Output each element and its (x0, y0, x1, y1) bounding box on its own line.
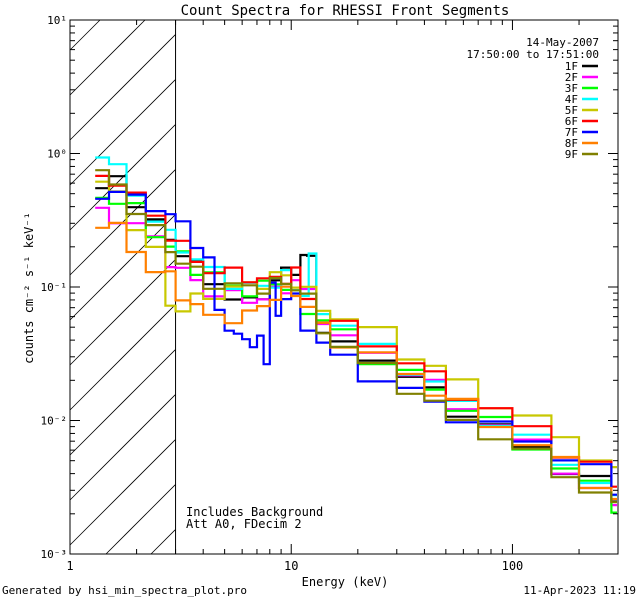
legend-label-4F: 4F (565, 93, 578, 106)
hatch-line (69, 19, 101, 51)
hatch-line (69, 19, 146, 96)
x-tick-label: 100 (502, 559, 524, 573)
series-line-8F (95, 221, 617, 501)
series-line-9F (95, 169, 617, 504)
legend-label-5F: 5F (565, 104, 578, 117)
legend: 14-May-2007 17:50:00 to 17:51:00 1F2F3F4… (467, 36, 599, 161)
chart-title: Count Spectra for RHESSI Front Segments (181, 3, 510, 19)
y-tick-label: 10⁻³ (41, 548, 68, 561)
annotation-attenuator: Att A0, FDecim 2 (186, 517, 302, 531)
legend-time-range: 17:50:00 to 17:51:00 (467, 48, 599, 61)
hatch-line (69, 304, 176, 411)
hatch-line (69, 439, 176, 546)
series-layer (95, 156, 617, 514)
hatch-line (69, 34, 176, 141)
y-tick-label: 10⁻² (41, 415, 68, 428)
legend-label-6F: 6F (565, 115, 578, 128)
x-tick-label: 1 (66, 559, 73, 573)
hatch-line (105, 484, 176, 555)
legend-date: 14-May-2007 (526, 36, 599, 49)
axes: 1 10 100 10⁻³ 10⁻² 10⁻¹ 10⁰ 10¹ (41, 14, 619, 573)
legend-label-2F: 2F (565, 71, 578, 84)
annotation-background: Includes Background (186, 505, 323, 519)
series-line-1F (95, 175, 617, 503)
hatch-line (69, 394, 176, 501)
legend-label-7F: 7F (565, 126, 578, 139)
hatch-line (69, 214, 176, 321)
legend-label-3F: 3F (565, 82, 578, 95)
legend-label-9F: 9F (565, 148, 578, 161)
x-tick-label: 10 (284, 559, 298, 573)
y-axis-label: counts cm⁻² s⁻¹ keV⁻¹ (22, 212, 36, 364)
footer-timestamp: 11-Apr-2023 11:19 (523, 584, 636, 597)
series-line-7F (95, 190, 617, 496)
y-tick-label: 10⁰ (47, 148, 67, 161)
plot-frame (69, 19, 619, 555)
footer-generator: Generated by hsi_min_spectra_plot.pro (2, 584, 248, 597)
legend-label-8F: 8F (565, 137, 578, 150)
hatch-line (69, 79, 176, 186)
y-tick-label: 10⁻¹ (41, 281, 68, 294)
hatch-line (150, 529, 176, 555)
series-line-6F (95, 174, 617, 488)
y-tick-label: 10¹ (47, 14, 67, 27)
series-line-5F (95, 180, 617, 469)
hatch-line (69, 349, 176, 456)
legend-label-1F: 1F (565, 60, 578, 73)
hatch-line (69, 259, 176, 366)
x-axis-label: Energy (keV) (302, 575, 389, 589)
excluded-energy-hatch (69, 19, 177, 555)
